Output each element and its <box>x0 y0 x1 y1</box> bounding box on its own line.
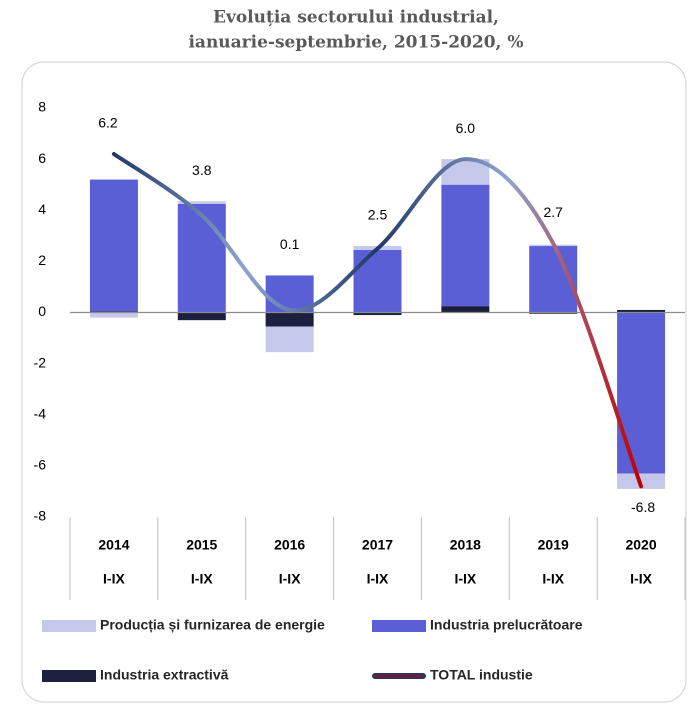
data-label: 2.7 <box>543 204 563 220</box>
bar-segment <box>89 179 138 312</box>
x-tick-sublabel: I-IX <box>542 571 564 587</box>
title-backdrop <box>24 0 664 60</box>
y-tick-label: 2 <box>38 252 46 268</box>
data-label: 0.1 <box>280 236 300 252</box>
legend-swatch <box>372 620 426 632</box>
data-label: 3.8 <box>192 162 212 178</box>
chart-frame <box>21 61 687 703</box>
legend-label: Industria prelucrătoare <box>430 617 583 633</box>
legend-label: Producția și furnizarea de energie <box>100 617 325 633</box>
bar-segment <box>617 312 666 474</box>
x-tick-sublabel: I-IX <box>191 571 213 587</box>
y-tick-label: -4 <box>34 405 47 421</box>
bar-segment <box>177 201 226 204</box>
bar-segment <box>353 312 402 316</box>
bar-segment <box>441 184 490 307</box>
bar-segment <box>265 312 314 327</box>
x-tick-sublabel: I-IX <box>103 571 125 587</box>
x-tick-label: 2016 <box>274 537 305 553</box>
bar-segment <box>617 309 666 313</box>
y-tick-label: -6 <box>34 457 47 473</box>
bar-segment <box>265 275 314 313</box>
x-tick-label: 2015 <box>186 537 217 553</box>
legend-label: Industria extractivă <box>100 667 229 683</box>
chart-title: ianuarie-septembrie, 2015-2020, % <box>188 33 523 53</box>
bar-segment <box>89 312 138 318</box>
y-tick-label: 6 <box>38 150 46 166</box>
y-tick-label: -2 <box>34 354 47 370</box>
total-line <box>111 152 644 489</box>
legend-swatch <box>42 620 96 632</box>
x-tick-sublabel: I-IX <box>367 571 389 587</box>
bar-segment <box>265 326 314 353</box>
x-tick-sublabel: I-IX <box>630 571 652 587</box>
data-label: 6.2 <box>98 115 118 131</box>
y-tick-label: 0 <box>38 303 46 319</box>
data-label: 6.0 <box>456 120 476 136</box>
legend-swatch <box>42 670 96 682</box>
chart-title: Evoluția sectorului industrial, <box>213 8 499 28</box>
y-tick-label: -8 <box>34 508 47 524</box>
x-tick-label: 2017 <box>362 537 393 553</box>
bar-segment <box>353 249 402 313</box>
legend-label: TOTAL industie <box>430 667 533 683</box>
x-tick-label: 2020 <box>625 537 656 553</box>
x-tick-label: 2014 <box>98 537 129 553</box>
bar-segment <box>177 203 226 313</box>
data-label: -6.8 <box>631 499 655 515</box>
x-tick-label: 2019 <box>538 537 569 553</box>
y-tick-label: 4 <box>38 201 46 217</box>
x-tick-sublabel: I-IX <box>454 571 476 587</box>
bar-segment <box>441 306 490 313</box>
y-tick-label: 8 <box>38 99 46 115</box>
bar-segment <box>177 312 226 321</box>
data-label: 2.5 <box>368 207 388 223</box>
x-tick-label: 2018 <box>450 537 481 553</box>
x-tick-sublabel: I-IX <box>279 571 301 587</box>
